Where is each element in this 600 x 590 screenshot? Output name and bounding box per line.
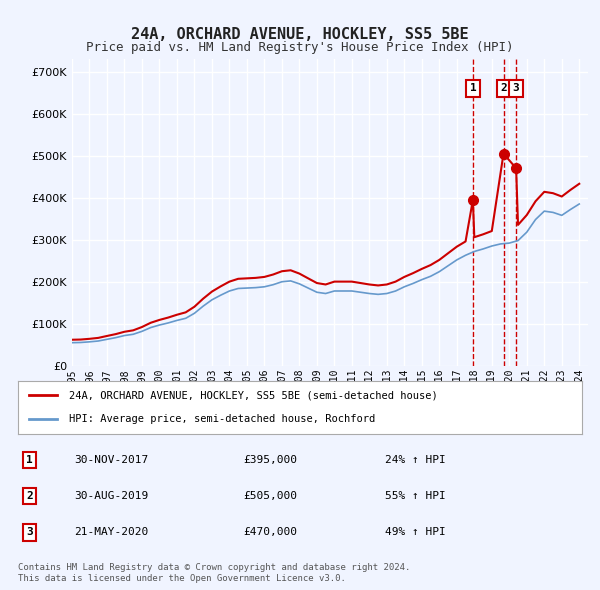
- Text: 2: 2: [26, 491, 32, 501]
- Text: 49% ↑ HPI: 49% ↑ HPI: [385, 527, 445, 537]
- Text: 1: 1: [470, 83, 476, 93]
- Text: £505,000: £505,000: [244, 491, 298, 501]
- Text: 2: 2: [500, 83, 507, 93]
- Text: 3: 3: [26, 527, 32, 537]
- Text: 24A, ORCHARD AVENUE, HOCKLEY, SS5 5BE (semi-detached house): 24A, ORCHARD AVENUE, HOCKLEY, SS5 5BE (s…: [69, 391, 437, 401]
- Text: 55% ↑ HPI: 55% ↑ HPI: [385, 491, 445, 501]
- Text: Price paid vs. HM Land Registry's House Price Index (HPI): Price paid vs. HM Land Registry's House …: [86, 41, 514, 54]
- Text: 24A, ORCHARD AVENUE, HOCKLEY, SS5 5BE: 24A, ORCHARD AVENUE, HOCKLEY, SS5 5BE: [131, 27, 469, 41]
- Text: 30-NOV-2017: 30-NOV-2017: [74, 455, 149, 465]
- Text: 24% ↑ HPI: 24% ↑ HPI: [385, 455, 445, 465]
- Text: 21-MAY-2020: 21-MAY-2020: [74, 527, 149, 537]
- Text: £395,000: £395,000: [244, 455, 298, 465]
- Text: 3: 3: [513, 83, 520, 93]
- Text: HPI: Average price, semi-detached house, Rochford: HPI: Average price, semi-detached house,…: [69, 414, 375, 424]
- Text: 1: 1: [26, 455, 32, 465]
- Text: 30-AUG-2019: 30-AUG-2019: [74, 491, 149, 501]
- Text: £470,000: £470,000: [244, 527, 298, 537]
- Text: Contains HM Land Registry data © Crown copyright and database right 2024.
This d: Contains HM Land Registry data © Crown c…: [18, 563, 410, 583]
